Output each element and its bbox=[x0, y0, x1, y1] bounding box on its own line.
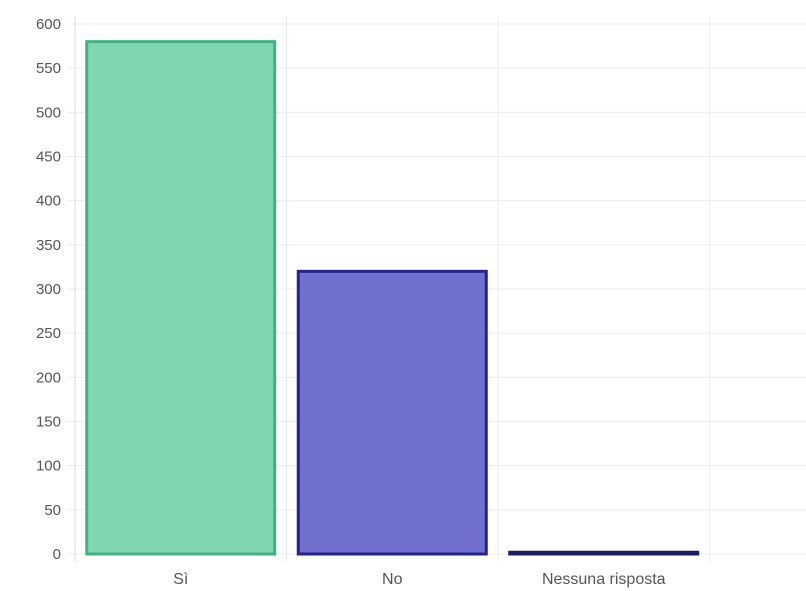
y-tick-label: 600 bbox=[36, 16, 61, 33]
x-tick-label: Nessuna risposta bbox=[542, 571, 666, 588]
x-tick-label: Sì bbox=[173, 571, 188, 588]
y-tick-label: 0 bbox=[53, 546, 61, 563]
x-axis-ticks: Sì No Nessuna risposta bbox=[173, 571, 665, 588]
bar-2 bbox=[508, 550, 700, 556]
y-tick-label: 450 bbox=[36, 149, 61, 166]
y-tick-label: 300 bbox=[36, 281, 61, 298]
x-tick-label: No bbox=[382, 571, 403, 588]
y-tick-label: 100 bbox=[36, 458, 61, 475]
y-tick-label: 250 bbox=[36, 325, 61, 342]
y-axis-ticks: 0 50 100 150 200 250 300 350 400 450 500 550 600 bbox=[36, 16, 61, 563]
bar-1 bbox=[296, 269, 488, 556]
y-tick-label: 200 bbox=[36, 369, 61, 386]
y-tick-label: 50 bbox=[44, 502, 61, 519]
y-tick-label: 550 bbox=[36, 60, 61, 77]
bar-0 bbox=[85, 40, 277, 556]
y-tick-label: 150 bbox=[36, 414, 61, 431]
y-tick-label: 400 bbox=[36, 193, 61, 210]
y-tick-label: 500 bbox=[36, 104, 61, 121]
y-tick-label: 350 bbox=[36, 237, 61, 254]
bars bbox=[85, 40, 700, 556]
